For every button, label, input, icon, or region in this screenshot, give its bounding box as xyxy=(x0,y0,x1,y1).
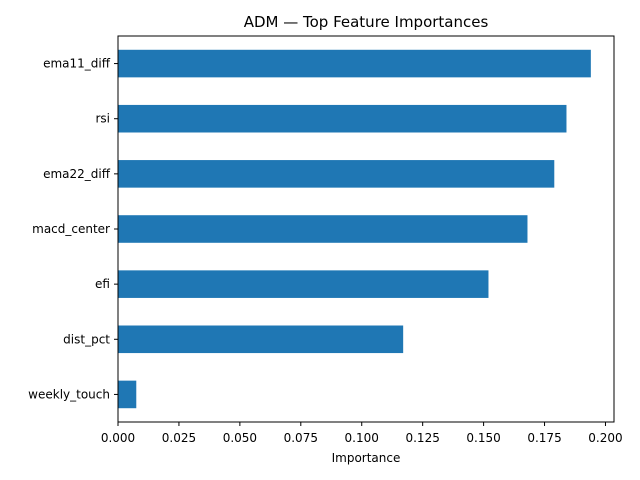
bar-dist_pct xyxy=(118,325,404,354)
x-tick-label: 0.125 xyxy=(405,431,439,445)
bar-efi xyxy=(118,270,489,298)
chart-title: ADM — Top Feature Importances xyxy=(244,13,489,31)
y-tick-label: ema11_diff xyxy=(43,57,111,71)
x-tick-label: 0.025 xyxy=(162,431,196,445)
bar-ema11_diff xyxy=(118,49,591,78)
y-tick-label: weekly_touch xyxy=(28,387,110,401)
y-tick-label: efi xyxy=(95,277,110,291)
bar-weekly_touch xyxy=(118,380,137,409)
x-axis-label: Importance xyxy=(332,451,401,465)
x-tick-label: 0.050 xyxy=(223,431,257,445)
y-tick-label: ema22_diff xyxy=(43,167,111,181)
x-tick-label: 0.000 xyxy=(101,431,135,445)
bars-group xyxy=(118,49,591,409)
y-tick-label: dist_pct xyxy=(63,332,110,346)
y-tick-label: rsi xyxy=(95,112,110,126)
x-tick-label: 0.150 xyxy=(466,431,500,445)
bar-rsi xyxy=(118,104,567,133)
x-axis-ticks: 0.000 0.025 0.050 0.075 0.100 0.125 0.150 0.175… xyxy=(101,422,623,445)
bar-ema22_diff xyxy=(118,160,555,188)
x-tick-label: 0.075 xyxy=(284,431,318,445)
plot-area-frame xyxy=(117,35,615,423)
y-tick-label: macd_center xyxy=(32,222,110,236)
x-tick-label: 0.175 xyxy=(527,431,561,445)
bar-macd_center xyxy=(118,215,528,243)
x-tick-label: 0.100 xyxy=(345,431,379,445)
x-tick-label: 0.200 xyxy=(588,431,622,445)
